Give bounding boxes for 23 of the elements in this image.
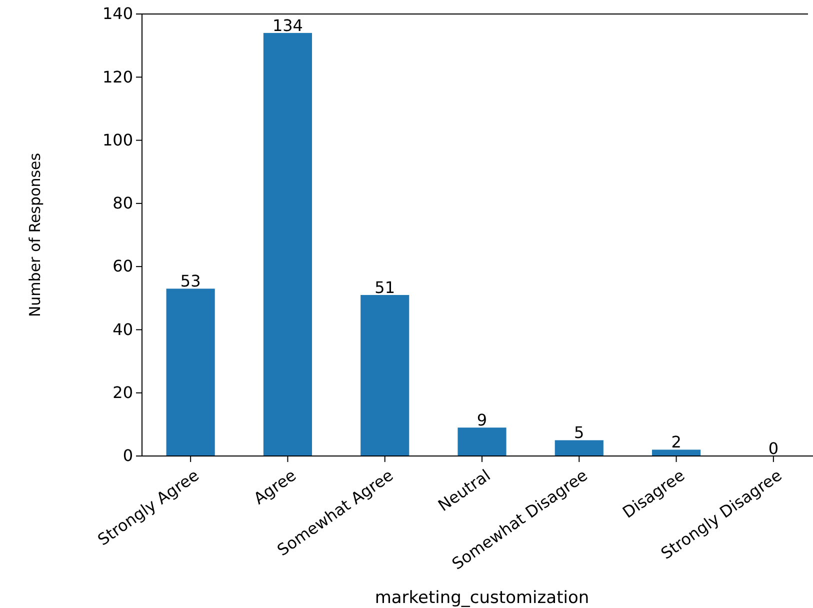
y-tick-label: 140 <box>102 4 133 24</box>
y-tick-label: 80 <box>112 194 133 213</box>
bar <box>360 294 410 456</box>
y-tick-label: 60 <box>112 256 133 276</box>
y-tick-label: 100 <box>102 130 133 150</box>
bar <box>263 32 312 456</box>
data-label: 9 <box>476 410 488 430</box>
data-label: 5 <box>574 423 584 442</box>
y-tick-label: 120 <box>102 67 133 86</box>
bar <box>652 450 701 456</box>
y-tick-label: 0 <box>122 446 133 466</box>
y-tick-label: 40 <box>112 320 133 339</box>
data-label: 53 <box>180 272 201 291</box>
y-axis-title: Number of Responses <box>26 152 44 318</box>
bar <box>458 428 506 456</box>
bar <box>554 440 604 456</box>
data-label: 0 <box>768 439 779 458</box>
x-axis-title: marketing_customization <box>374 588 590 608</box>
data-label: 2 <box>671 432 682 452</box>
data-label: 134 <box>272 16 303 35</box>
y-tick-label: 20 <box>112 382 133 402</box>
bar <box>166 288 215 456</box>
data-label: 51 <box>374 278 396 297</box>
